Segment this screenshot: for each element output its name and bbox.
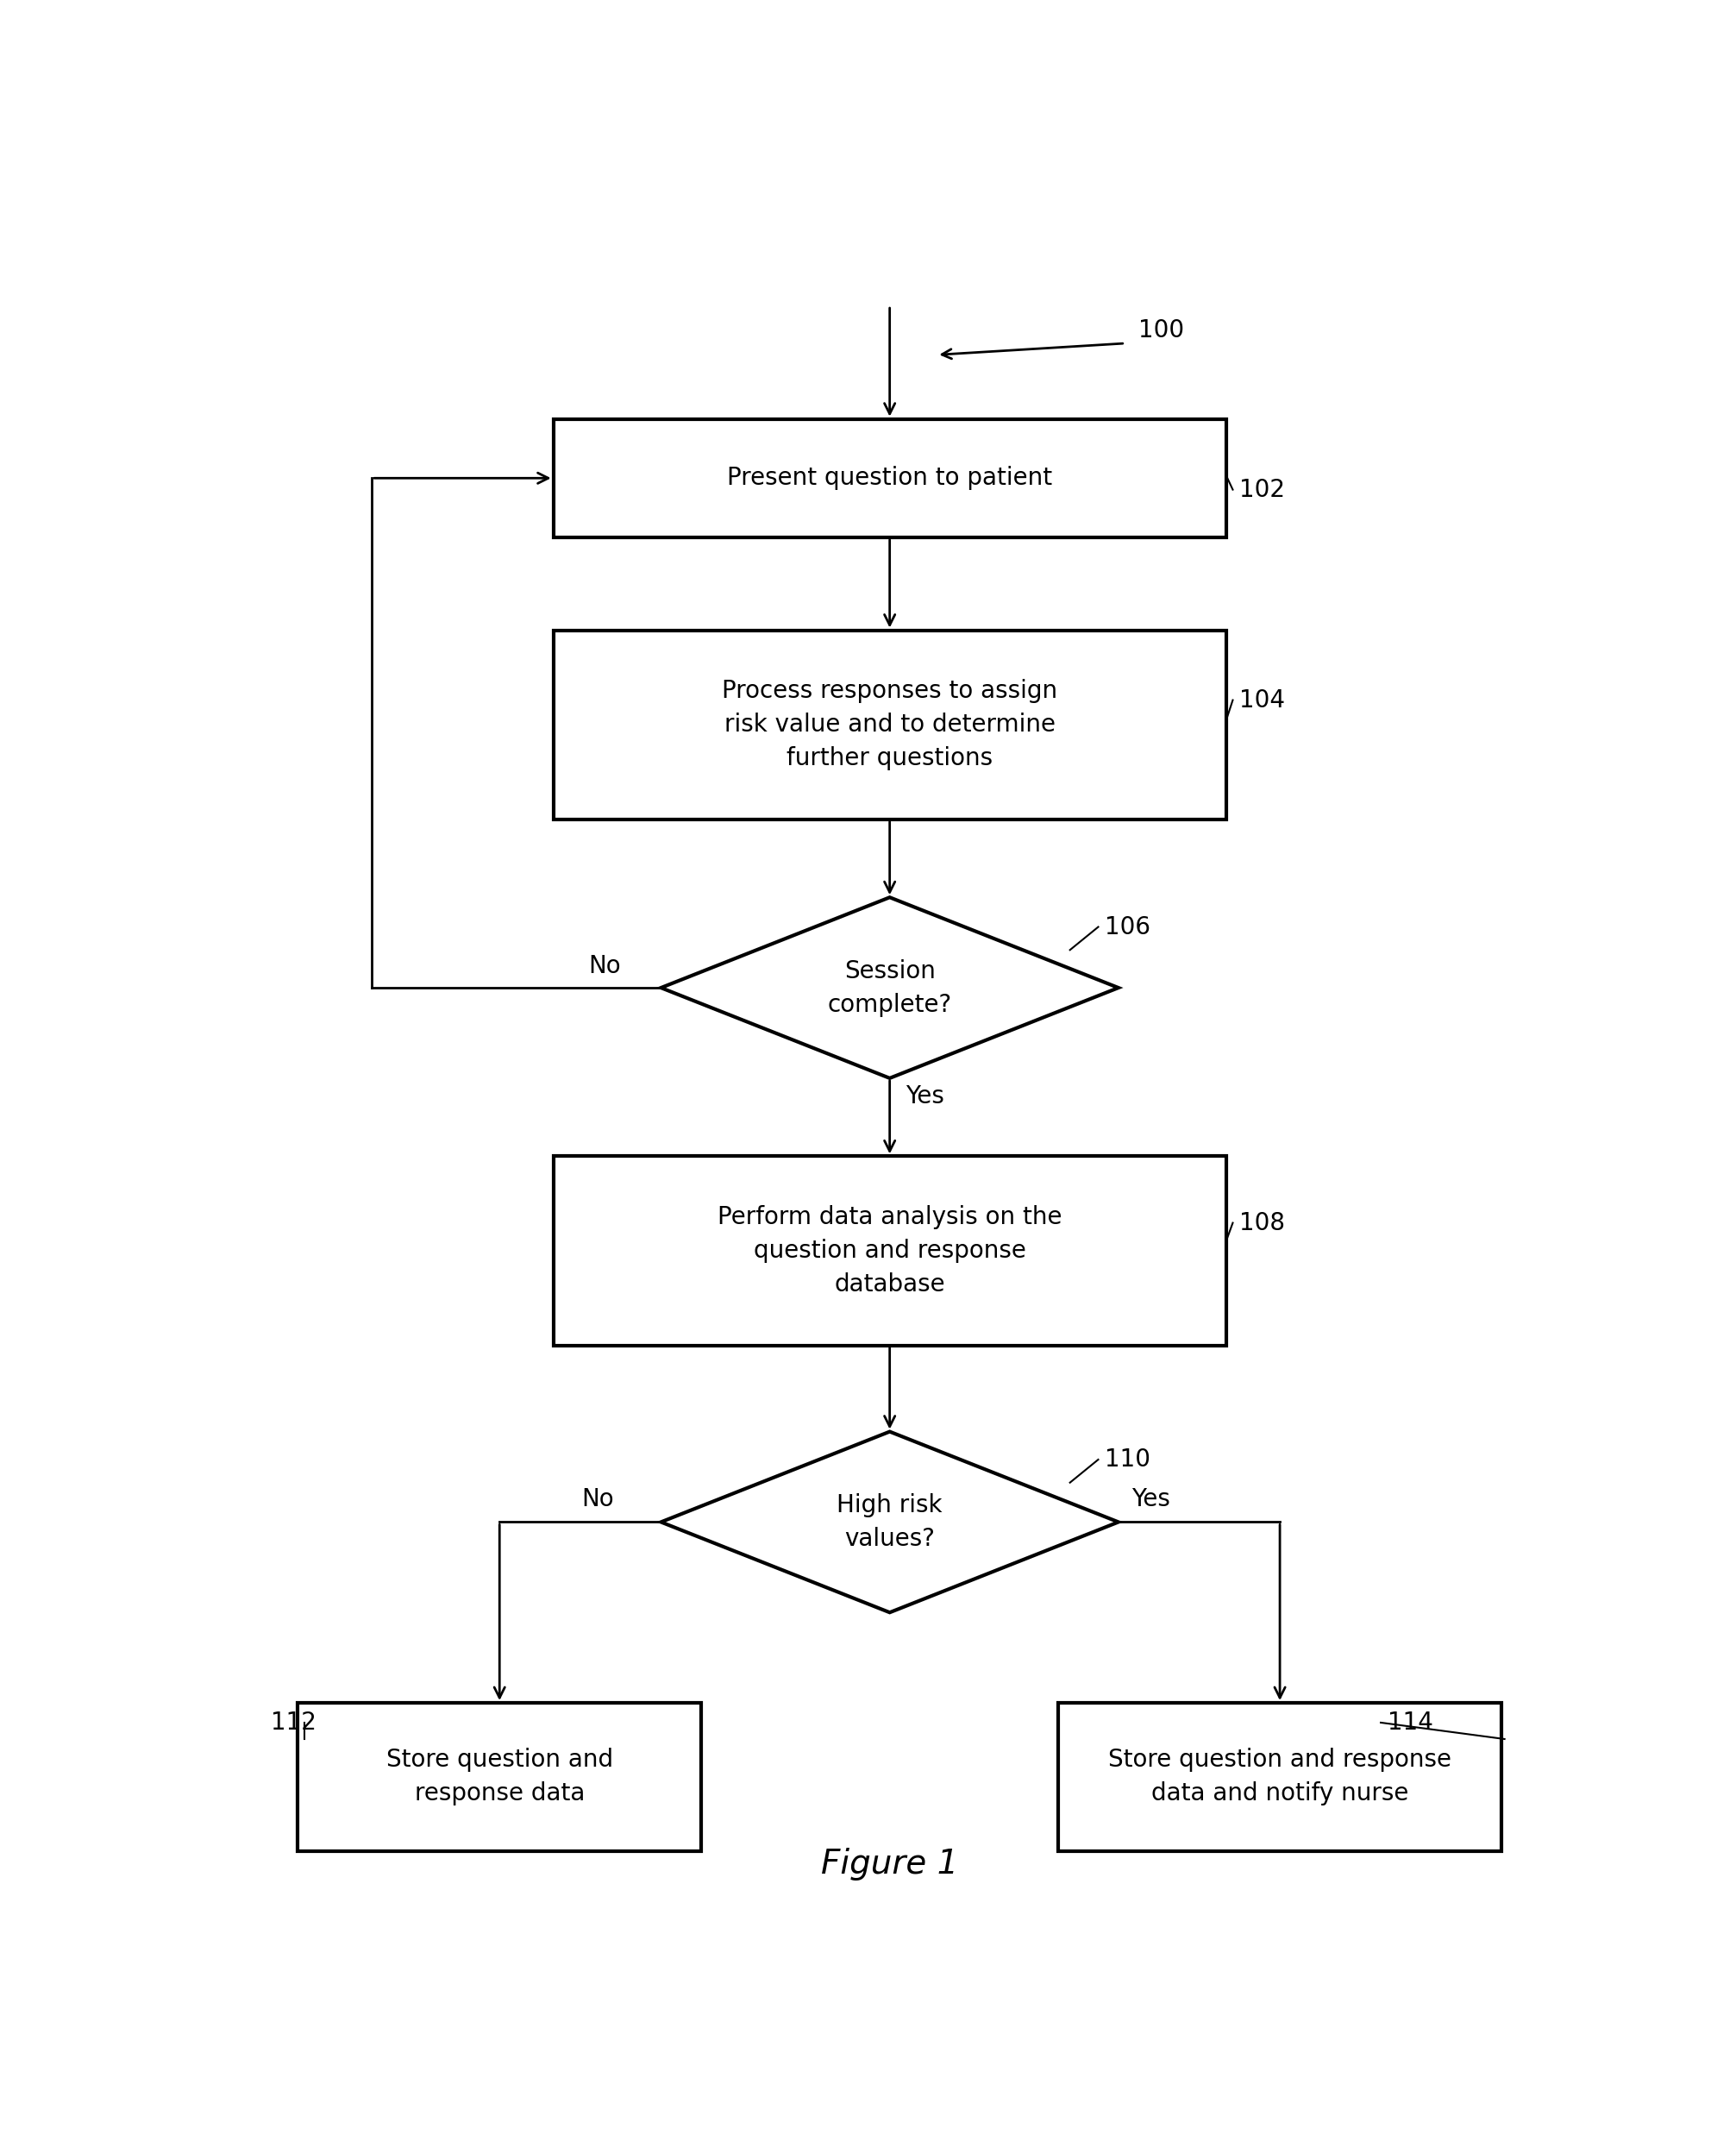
- Text: Yes: Yes: [1132, 1486, 1170, 1512]
- Bar: [1057, 1704, 1502, 1851]
- Text: High risk
values?: High risk values?: [837, 1492, 943, 1550]
- Polygon shape: [661, 1433, 1118, 1612]
- Text: 104: 104: [1240, 687, 1285, 713]
- Bar: [554, 1157, 1226, 1345]
- Polygon shape: [661, 897, 1118, 1078]
- Text: 112: 112: [271, 1710, 316, 1734]
- Text: Store question and response
data and notify nurse: Store question and response data and not…: [1108, 1749, 1451, 1806]
- Text: Present question to patient: Present question to patient: [727, 465, 1052, 491]
- Text: No: No: [582, 1486, 615, 1512]
- Text: Session
complete?: Session complete?: [828, 959, 951, 1016]
- Text: Perform data analysis on the
question and response
database: Perform data analysis on the question an…: [717, 1204, 1062, 1296]
- Bar: [299, 1704, 701, 1851]
- Bar: [554, 630, 1226, 820]
- Text: 110: 110: [1104, 1448, 1151, 1471]
- Text: Figure 1: Figure 1: [821, 1847, 958, 1881]
- Text: Yes: Yes: [906, 1085, 944, 1108]
- Text: 108: 108: [1240, 1211, 1285, 1234]
- Text: Process responses to assign
risk value and to determine
further questions: Process responses to assign risk value a…: [722, 679, 1057, 771]
- Text: 114: 114: [1387, 1710, 1434, 1734]
- Text: 106: 106: [1104, 916, 1151, 939]
- Text: 100: 100: [1139, 318, 1184, 342]
- Text: 102: 102: [1240, 478, 1285, 502]
- Text: Store question and
response data: Store question and response data: [385, 1749, 613, 1806]
- Bar: [554, 418, 1226, 538]
- Text: No: No: [589, 954, 621, 978]
